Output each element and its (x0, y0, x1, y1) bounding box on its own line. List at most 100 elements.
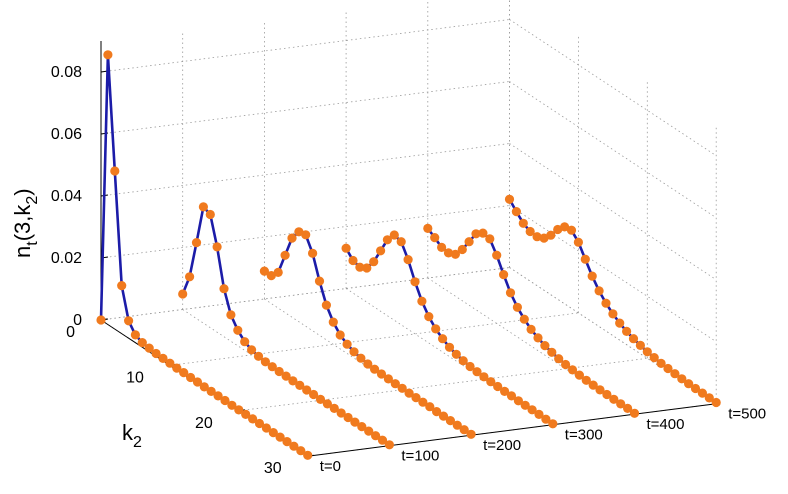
data-point (259, 266, 269, 276)
data-point (364, 426, 374, 436)
data-point (423, 223, 433, 233)
data-point (573, 237, 584, 247)
data-point (519, 314, 529, 324)
data-point (561, 359, 571, 370)
series-t-100 (178, 202, 394, 450)
data-point (418, 397, 428, 407)
data-point (438, 411, 449, 421)
data-point (267, 362, 277, 372)
data-point (191, 238, 202, 248)
data-point (240, 337, 250, 347)
data-point (117, 281, 127, 291)
data-point (137, 338, 147, 348)
time-label: t=300 (565, 427, 603, 444)
grid-line (509, 81, 717, 219)
data-point (588, 380, 598, 390)
k-tick-label: 0 (66, 324, 75, 341)
data-point (452, 420, 462, 430)
data-point (635, 340, 646, 350)
data-point (711, 397, 721, 408)
data-point (247, 345, 257, 355)
grid-line (100, 81, 510, 135)
data-point (227, 400, 237, 410)
data-point (444, 342, 455, 352)
data-point (396, 237, 406, 247)
data-point (289, 441, 299, 451)
grid-line (100, 267, 510, 321)
data-point (369, 257, 379, 267)
data-point (615, 318, 625, 328)
data-point (464, 237, 474, 247)
data-point (533, 333, 543, 343)
data-point (185, 272, 195, 282)
z-axis-label: nt(3,k2) (10, 188, 41, 258)
data-point (288, 376, 298, 386)
data-point (458, 356, 468, 366)
data-point (587, 271, 597, 281)
data-point (492, 250, 502, 260)
data-point (110, 166, 120, 176)
data-point (629, 408, 640, 418)
data-point (198, 202, 208, 212)
data-point (130, 330, 140, 340)
time-label: t=400 (647, 416, 685, 433)
data-point (199, 382, 209, 392)
data-point (212, 242, 222, 252)
data-point (437, 242, 447, 252)
data-point (186, 372, 196, 383)
data-point (268, 428, 278, 438)
data-point (315, 394, 326, 404)
data-point (431, 324, 441, 334)
data-point (336, 408, 346, 418)
data-point (295, 380, 305, 390)
data-point (321, 300, 331, 310)
data-point (425, 402, 435, 412)
data-point (471, 229, 481, 239)
data-point (622, 326, 632, 336)
data-point (309, 389, 319, 400)
data-point (274, 366, 284, 377)
data-point (451, 349, 461, 359)
grid-line (427, 277, 635, 415)
data-point (595, 385, 605, 395)
data-point (314, 276, 325, 286)
data-point (411, 393, 421, 403)
data-point (205, 209, 215, 220)
data-point (178, 289, 188, 299)
data-point (553, 224, 563, 235)
data-point (540, 341, 550, 351)
data-point (397, 383, 407, 393)
data-point (527, 405, 537, 415)
data-point (329, 403, 339, 413)
grid-line (100, 205, 510, 259)
data-point (500, 386, 510, 396)
data-point (281, 371, 291, 381)
data-point (213, 391, 223, 401)
grid-line (238, 357, 648, 412)
data-point (287, 233, 297, 243)
data-point (424, 312, 434, 322)
data-point (430, 233, 440, 243)
data-point (690, 383, 701, 394)
data-point (581, 375, 591, 385)
data-point (282, 437, 292, 447)
data-point (350, 417, 360, 427)
data-point (308, 248, 318, 258)
data-point (343, 412, 353, 423)
data-point (220, 395, 230, 406)
data-point (234, 405, 244, 415)
data-point (499, 270, 509, 280)
data-point (466, 429, 476, 439)
data-point (567, 365, 578, 375)
data-point (179, 368, 189, 378)
data-point (457, 244, 467, 255)
data-point (301, 230, 311, 240)
k-tick-label: 30 (264, 460, 282, 477)
data-point (445, 416, 455, 426)
time-labels: t=500 t=400 t=300 t=200 t=100 t=0 (320, 406, 766, 476)
data-point (371, 431, 381, 441)
data-point (656, 358, 666, 368)
data-point (493, 381, 503, 392)
data-point (124, 316, 134, 326)
